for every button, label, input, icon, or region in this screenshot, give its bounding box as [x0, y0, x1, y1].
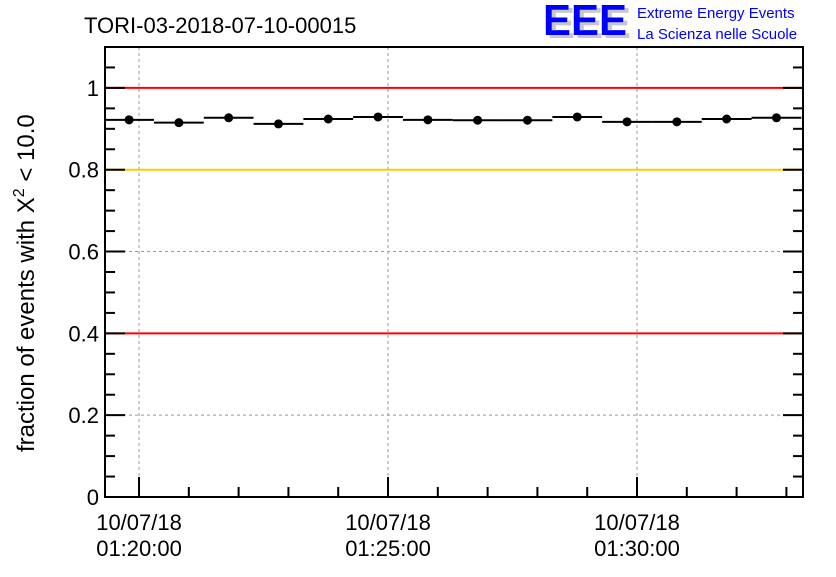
data-point: [273, 119, 283, 129]
data-point: [672, 117, 682, 127]
data-point: [323, 114, 333, 124]
logo-line2: La Scienza nelle Scuole: [637, 26, 797, 43]
x-tick-label: 01:20:00: [96, 536, 182, 561]
y-axis-label: fraction of events with X2 < 10.0: [11, 114, 40, 452]
data-point: [473, 115, 483, 125]
logo-line1: Extreme Energy Events: [637, 5, 795, 22]
chart-title: TORI-03-2018-07-10-00015: [84, 13, 356, 38]
eee-logo: EEE Extreme Energy Events La Scienza nel…: [543, 0, 797, 45]
y-tick-label: 1: [87, 76, 99, 101]
plot-area: 00.20.40.60.8110/07/1801:20:0010/07/1801…: [68, 46, 804, 561]
x-tick-date: 10/07/18: [594, 510, 680, 535]
x-tick-label: 01:25:00: [345, 536, 431, 561]
data-point: [373, 112, 383, 122]
y-tick-label: 0.6: [68, 240, 99, 265]
data-point: [174, 118, 184, 128]
logo-letters: EEE: [543, 0, 627, 45]
y-tick-label: 0.4: [68, 321, 99, 346]
data-point: [522, 115, 532, 125]
y-tick-label: 0.2: [68, 403, 99, 428]
x-tick-date: 10/07/18: [96, 510, 182, 535]
data-point: [771, 113, 781, 123]
data-point: [124, 115, 134, 125]
data-point: [622, 117, 632, 127]
data-point: [423, 115, 433, 125]
data-point: [572, 112, 582, 122]
y-tick-label: 0.8: [68, 158, 99, 183]
data-point: [224, 113, 234, 123]
plot-frame: [104, 46, 804, 498]
data-point: [722, 114, 732, 124]
x-tick-date: 10/07/18: [345, 510, 431, 535]
x-tick-label: 01:30:00: [594, 536, 680, 561]
y-tick-label: 0: [87, 485, 99, 510]
